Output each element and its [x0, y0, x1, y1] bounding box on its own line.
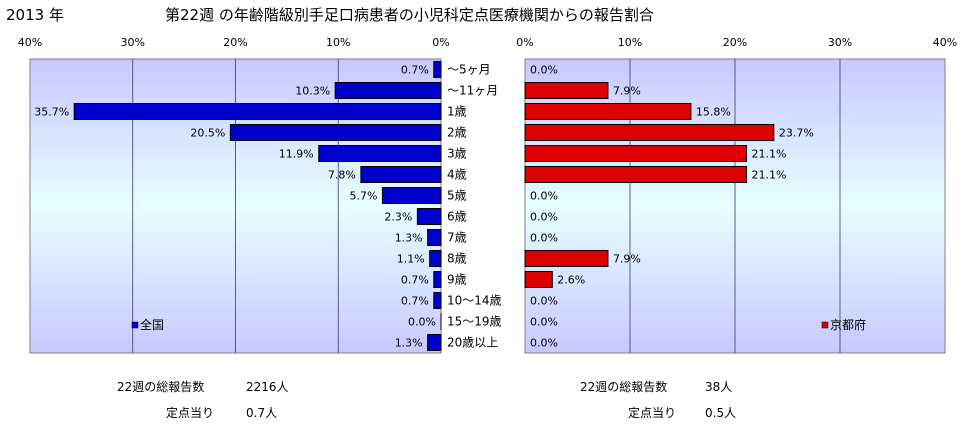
kyoto-data-label: 15.8%: [696, 106, 731, 119]
category-label: 2歳: [447, 126, 467, 140]
kyoto-per-value: 0.5人: [705, 406, 737, 420]
national-bar: [416, 208, 442, 225]
national-bar: [229, 124, 442, 141]
national-bar: [433, 292, 442, 309]
left-tick-label: 0%: [432, 36, 449, 49]
national-data-label: 20.5%: [190, 127, 225, 140]
national-bar: [429, 250, 442, 267]
kyoto-data-label: 2.6%: [557, 274, 585, 287]
national-total-value: 2216人: [246, 380, 289, 394]
national-bar: [318, 145, 442, 162]
chart-title: 第22週 の年齢階級別手足口病患者の小児科定点医療機関からの報告割合: [165, 6, 654, 24]
national-legend-swatch: [131, 321, 139, 329]
category-label: 8歳: [447, 252, 467, 266]
left-tick-label: 20%: [223, 36, 247, 49]
kyoto-data-label: 21.1%: [752, 169, 787, 182]
category-label: 10～14歳: [447, 294, 502, 308]
kyoto-bar: [524, 271, 553, 288]
category-label: ～11ヶ月: [447, 84, 498, 98]
kyoto-data-label: 23.7%: [779, 127, 814, 140]
national-data-label: 1.3%: [395, 337, 423, 350]
right-tick-label: 20%: [723, 36, 747, 49]
kyoto-bar: [524, 145, 748, 162]
kyoto-data-label: 7.9%: [613, 253, 641, 266]
kyoto-bar: [524, 82, 609, 99]
national-data-label: 0.0%: [408, 316, 436, 329]
kyoto-total-value: 38人: [705, 380, 733, 394]
national-bar: [427, 334, 442, 351]
category-label: 15～19歳: [447, 315, 502, 329]
category-label: 20歳以上: [447, 336, 498, 350]
kyoto-legend-swatch: [821, 321, 829, 329]
national-bar: [433, 271, 442, 288]
kyoto-bar: [524, 124, 775, 141]
kyoto-data-label: 0.0%: [530, 64, 558, 77]
right-tick-label: 10%: [618, 36, 642, 49]
national-bar: [433, 61, 442, 78]
kyoto-legend-label: 京都府: [830, 317, 866, 332]
category-label: 6歳: [447, 210, 467, 224]
national-legend-label: 全国: [140, 317, 164, 332]
kyoto-data-label: 0.0%: [530, 316, 558, 329]
kyoto-bar: [524, 166, 748, 183]
national-data-label: 7.8%: [328, 169, 356, 182]
category-label: 7歳: [447, 231, 467, 245]
national-per-label: 定点当り: [166, 406, 215, 420]
kyoto-total-label: 22週の総報告数: [580, 380, 668, 394]
year-label: 2013 年: [6, 6, 64, 24]
left-tick-label: 10%: [326, 36, 350, 49]
kyoto-data-label: 0.0%: [530, 190, 558, 203]
national-data-label: 0.7%: [401, 274, 429, 287]
kyoto-data-label: 0.0%: [530, 337, 558, 350]
national-bar: [360, 166, 442, 183]
category-label: 9歳: [447, 273, 467, 287]
kyoto-bar: [524, 250, 609, 267]
national-data-label: 11.9%: [279, 148, 314, 161]
right-tick-label: 30%: [828, 36, 852, 49]
kyoto-data-label: 7.9%: [613, 85, 641, 98]
national-bar: [427, 229, 442, 246]
kyoto-data-label: 0.0%: [530, 211, 558, 224]
category-label: 1歳: [447, 105, 467, 119]
national-data-label: 10.3%: [295, 85, 330, 98]
national-bar: [73, 103, 442, 120]
kyoto-per-label: 定点当り: [628, 406, 677, 420]
national-data-label: 5.7%: [349, 190, 377, 203]
left-tick-label: 40%: [18, 36, 42, 49]
national-data-label: 0.7%: [401, 295, 429, 308]
kyoto-data-label: 21.1%: [752, 148, 787, 161]
national-data-label: 1.1%: [397, 253, 425, 266]
category-label: 4歳: [447, 168, 467, 182]
national-per-value: 0.7人: [246, 406, 278, 420]
national-total-label: 22週の総報告数: [117, 380, 205, 394]
category-label: 5歳: [447, 189, 467, 203]
right-tick-label: 40%: [933, 36, 957, 49]
national-bar: [334, 82, 442, 99]
right-tick-label: 0%: [516, 36, 533, 49]
kyoto-bar: [524, 103, 692, 120]
kyoto-data-label: 0.0%: [530, 295, 558, 308]
left-tick-label: 30%: [121, 36, 145, 49]
national-data-label: 35.7%: [34, 106, 69, 119]
national-data-label: 1.3%: [395, 232, 423, 245]
national-data-label: 2.3%: [384, 211, 412, 224]
kyoto-data-label: 0.0%: [530, 232, 558, 245]
national-bar: [381, 187, 442, 204]
national-data-label: 0.7%: [401, 64, 429, 77]
category-label: ～5ヶ月: [447, 63, 491, 77]
category-label: 3歳: [447, 147, 467, 161]
